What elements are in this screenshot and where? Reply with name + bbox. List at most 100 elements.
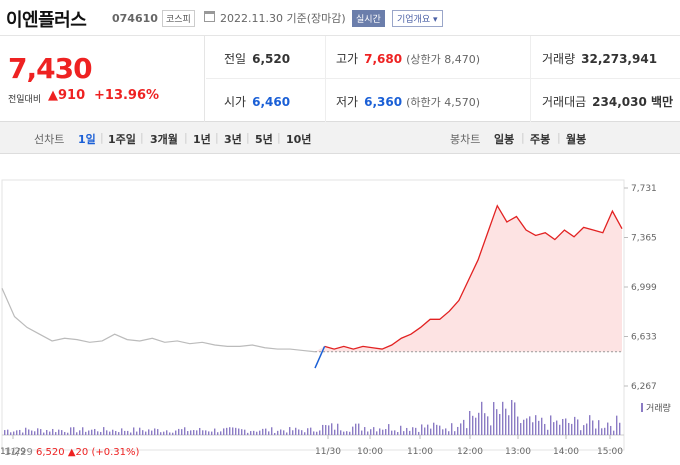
volume-bar: [151, 430, 153, 435]
volume-bar: [406, 427, 408, 435]
volume-bar: [196, 430, 198, 435]
tab-1y[interactable]: 1년: [193, 133, 211, 146]
realtime-button[interactable]: 실시간: [352, 10, 385, 27]
volume-bar: [334, 429, 336, 435]
volume-bar: [571, 423, 573, 435]
volume-bar: [415, 427, 417, 435]
volume-bar: [460, 423, 462, 435]
volume-bar: [442, 429, 444, 435]
volume-bar: [250, 431, 252, 435]
stock-name: 이엔플러스: [6, 10, 87, 31]
volume-bar: [565, 418, 567, 435]
volume-bar: [445, 428, 447, 435]
prev-day-series-line: [1, 287, 316, 353]
volume-bar: [544, 423, 546, 435]
tab-3y[interactable]: 3년: [224, 133, 242, 146]
calendar-icon: [204, 11, 215, 22]
volume-bar: [568, 422, 570, 435]
tab-1w[interactable]: 1주일: [108, 133, 136, 146]
volume-bar: [232, 427, 234, 435]
volume-bar: [451, 423, 453, 435]
volume-bar: [184, 427, 186, 435]
volume-bar: [490, 425, 492, 435]
volume-bar: [373, 427, 375, 435]
volume-bar: [583, 425, 585, 435]
volume-bar: [556, 420, 558, 435]
volume-bar: [619, 422, 621, 435]
tab-1d[interactable]: 1일: [78, 133, 96, 146]
x-tick-label: 10:00: [357, 447, 383, 457]
prev-close-cell: 전일 6,520: [224, 50, 290, 67]
volume-bar: [508, 415, 510, 435]
volume-bar: [271, 427, 273, 435]
volume-bar: [454, 431, 456, 435]
volume-bar: [535, 415, 537, 435]
volume-bar: [391, 430, 393, 435]
volume-bar: [139, 427, 141, 435]
tab-daily[interactable]: 일봉: [494, 133, 515, 146]
volume-bar: [247, 432, 249, 435]
volume-bar: [580, 430, 582, 435]
tab-weekly[interactable]: 주봉: [530, 133, 551, 146]
tab-10y[interactable]: 10년: [286, 133, 312, 146]
prev-day-price: 6,520: [36, 447, 65, 458]
volume-bar: [31, 430, 33, 435]
volume-bar: [100, 431, 102, 435]
volume-legend-label: 거래량: [646, 404, 671, 414]
volume-bar: [205, 430, 207, 435]
current-price: 7,430: [8, 52, 93, 85]
company-info-dropdown[interactable]: 기업개요 ▾: [392, 10, 443, 27]
volume-bar: [121, 428, 123, 435]
volume-bar: [328, 425, 330, 435]
volume-bar: [472, 415, 474, 435]
prev-close-label: 전일: [224, 52, 247, 66]
volume-bar: [547, 429, 549, 435]
price-summary: 7,430 전일대비 ▲910 +13.96% 전일 6,520 고가 7,680(…: [0, 36, 680, 122]
today-open-segment: [314, 346, 326, 369]
volume-bar: [331, 423, 333, 435]
volume-bar: [115, 431, 117, 435]
volume-bar: [601, 428, 603, 435]
prev-day-change: ▲20: [67, 447, 89, 458]
volume-bar: [277, 430, 279, 435]
divider: [325, 36, 326, 122]
volume-bar: [163, 431, 165, 435]
volume-bar: [574, 416, 576, 435]
volume-bar: [91, 429, 93, 435]
volume-bar: [268, 431, 270, 435]
tab-5y[interactable]: 5년: [255, 133, 273, 146]
volume-bar: [217, 432, 219, 435]
volume-bar: [127, 430, 129, 435]
open-cell: 시가 6,460: [224, 93, 290, 110]
volume-bar: [478, 412, 480, 435]
volume-bar: [427, 424, 429, 435]
volume-bar: [598, 420, 600, 435]
x-tick-label: 15:00: [597, 447, 623, 457]
volume-bar: [589, 415, 591, 435]
volume-legend: 거래량: [641, 401, 671, 414]
volume-bar: [88, 430, 90, 435]
tab-monthly[interactable]: 월봉: [566, 133, 587, 146]
volume-bar: [325, 425, 327, 435]
volume-bar: [133, 427, 135, 435]
volume-bar: [286, 432, 288, 435]
price-chart[interactable]: 7,731 7,365 6,999 6,633 6,267 11/29 11/30 10:00…: [0, 170, 680, 465]
volume-bar: [154, 428, 156, 435]
volume-bar: [532, 422, 534, 435]
volume-bar: [604, 427, 606, 435]
volume-bar: [61, 430, 63, 435]
volume-bar: [79, 430, 81, 435]
volume-bar: [73, 427, 75, 435]
volume-bar: [238, 428, 240, 435]
volume-bar: [244, 429, 246, 435]
x-tick-label: 11/30: [315, 447, 341, 457]
volume-bar: [82, 427, 84, 435]
market-badge: 코스피: [162, 10, 195, 27]
volume-bar: [112, 429, 114, 435]
volume-bar: [181, 429, 183, 435]
lower-limit: (하한가 4,570): [406, 96, 480, 109]
volume-bar: [316, 431, 318, 435]
volume-bar: [418, 431, 420, 435]
volume-bar: [229, 427, 231, 435]
tab-3m[interactable]: 3개월: [150, 133, 178, 146]
